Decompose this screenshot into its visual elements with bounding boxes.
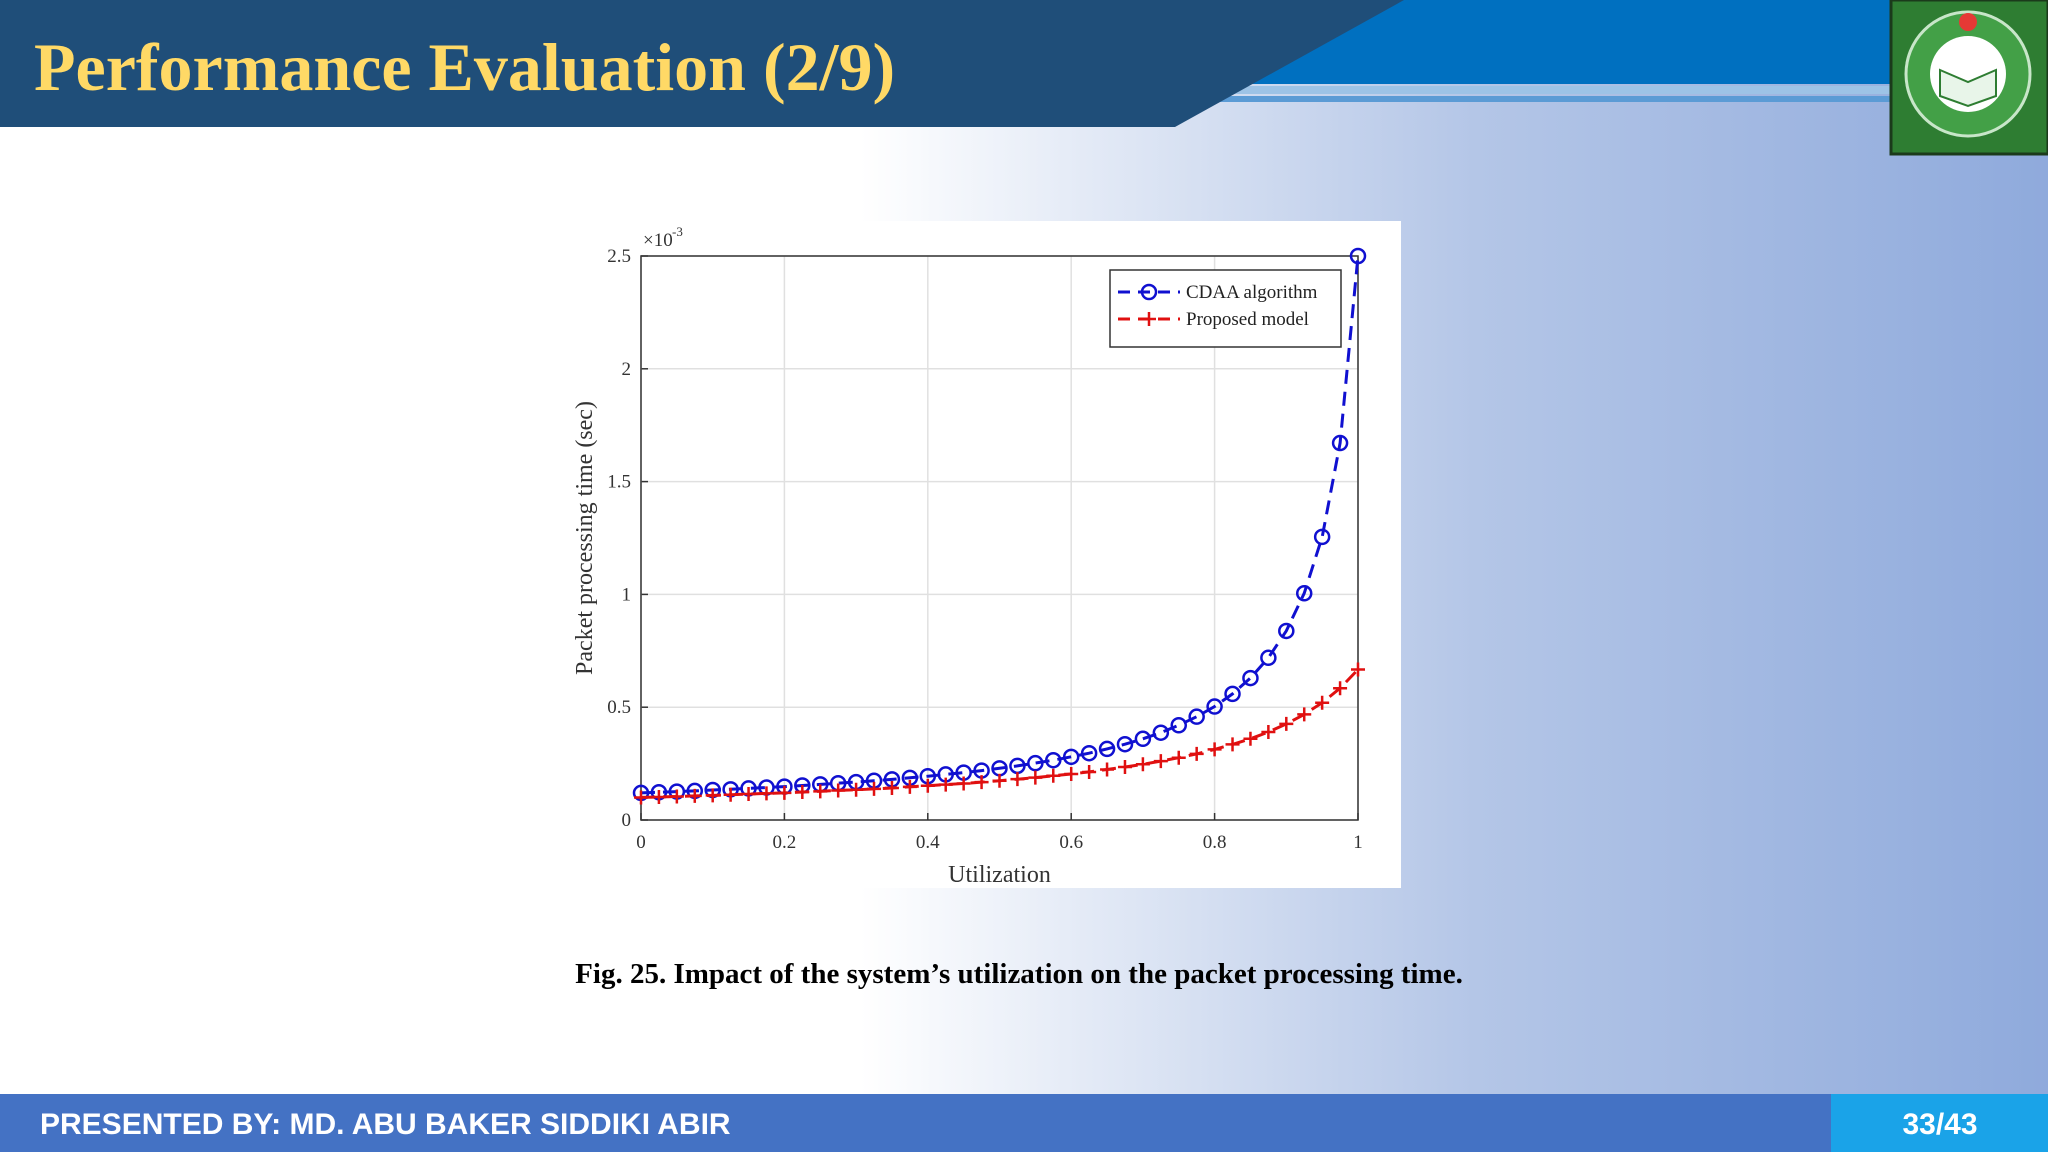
data-point [1351, 662, 1365, 677]
logo [1889, 0, 2048, 156]
data-point [1189, 746, 1204, 761]
legend-marker [1140, 283, 1158, 301]
data-point [1349, 247, 1367, 265]
y-tick-label: 1 [622, 584, 632, 605]
data-point [1206, 698, 1223, 715]
data-point [651, 789, 666, 804]
data-point [1243, 731, 1258, 746]
y-tick-label: 2 [622, 359, 632, 380]
data-point [1080, 744, 1098, 762]
data-point [902, 779, 917, 794]
data-point [1117, 759, 1132, 774]
data-point [831, 783, 846, 798]
page-number: 33/43 [1902, 1108, 1977, 1141]
data-point [1045, 751, 1062, 769]
data-point [1010, 772, 1025, 787]
data-point [1333, 681, 1348, 696]
data-point [884, 780, 899, 795]
footer-page-box [1831, 1094, 2048, 1152]
data-point [813, 784, 828, 799]
data-point [1295, 585, 1313, 602]
data-point [1260, 649, 1277, 667]
legend-marker [1142, 312, 1156, 326]
data-point [1188, 708, 1205, 725]
data-point [1278, 622, 1295, 640]
data-point [1046, 768, 1061, 783]
data-point [1261, 725, 1276, 740]
data-point [1153, 754, 1168, 769]
x-tick-label: 0 [636, 832, 646, 853]
data-point [1152, 724, 1170, 741]
data-point [1062, 748, 1080, 766]
chart: 0 0.5 1 1.5 2 2.5 0 0.2 0.4 0.6 0.8 1 Utilization Pac… [572, 224, 1367, 888]
data-point [1313, 528, 1331, 546]
data-point [1279, 716, 1294, 731]
x-tick-label: 0.4 [916, 832, 940, 853]
data-point [1242, 669, 1259, 687]
figure-caption: Fig. 25. Impact of the system’s utilizat… [575, 958, 1463, 990]
data-point [1135, 757, 1150, 772]
data-point [705, 788, 720, 803]
plot-frame [640, 255, 1359, 821]
data-point [634, 790, 648, 805]
data-point [974, 775, 989, 790]
header-stripe [1222, 86, 1891, 94]
legend-label: Proposed model [1186, 309, 1309, 330]
legend-box [1109, 269, 1342, 348]
x-tick-label: 0.8 [1203, 832, 1227, 853]
data-point [1207, 742, 1222, 757]
data-point [777, 785, 792, 800]
header-stripe [1214, 96, 1891, 102]
data-point [795, 785, 810, 800]
y-axis-label: Packet processing time (sec) [572, 401, 598, 675]
presenter: PRESENTED BY: MD. ABU BAKER SIDDIKI ABIR [40, 1108, 731, 1141]
data-point [1171, 750, 1186, 765]
data-point [1331, 434, 1349, 452]
x-tick-label: 0.2 [773, 832, 797, 853]
data-point [723, 787, 738, 802]
data-point [1116, 735, 1134, 753]
data-point [1225, 737, 1240, 752]
data-point [992, 773, 1007, 788]
data-point [1224, 685, 1241, 703]
x-tick-label: 0.6 [1059, 832, 1083, 853]
data-point [1134, 730, 1152, 748]
data-point [1100, 762, 1115, 777]
data-point [1064, 766, 1079, 781]
data-point [956, 776, 971, 791]
y-multiplier-exponent: -3 [672, 224, 683, 239]
data-point [669, 789, 684, 804]
data-point [759, 786, 774, 801]
header-bar [0, 0, 1404, 127]
y-tick-label: 0.5 [607, 697, 631, 718]
data-point [867, 781, 882, 796]
x-tick-label: 1 [1353, 832, 1363, 853]
data-point [1028, 770, 1043, 785]
legend-label: CDAA algorithm [1186, 282, 1318, 303]
data-point [1297, 707, 1312, 722]
slide-title: Performance Evaluation (2/9) [34, 29, 895, 105]
data-point [920, 778, 935, 793]
y-tick-label: 2.5 [607, 246, 631, 267]
data-point [1170, 716, 1187, 734]
data-point [849, 782, 864, 797]
y-multiplier: ×10 [643, 230, 673, 251]
footer-bar [0, 1094, 2048, 1152]
data-point [1082, 764, 1097, 779]
data-point [1098, 740, 1116, 758]
y-tick-label: 1.5 [607, 472, 631, 493]
data-point [741, 787, 756, 802]
y-tick-label: 0 [622, 810, 632, 831]
x-axis-label: Utilization [948, 862, 1051, 888]
data-point [938, 777, 953, 792]
data-point [1315, 695, 1330, 710]
data-point [1027, 754, 1044, 772]
data-point [687, 788, 702, 803]
